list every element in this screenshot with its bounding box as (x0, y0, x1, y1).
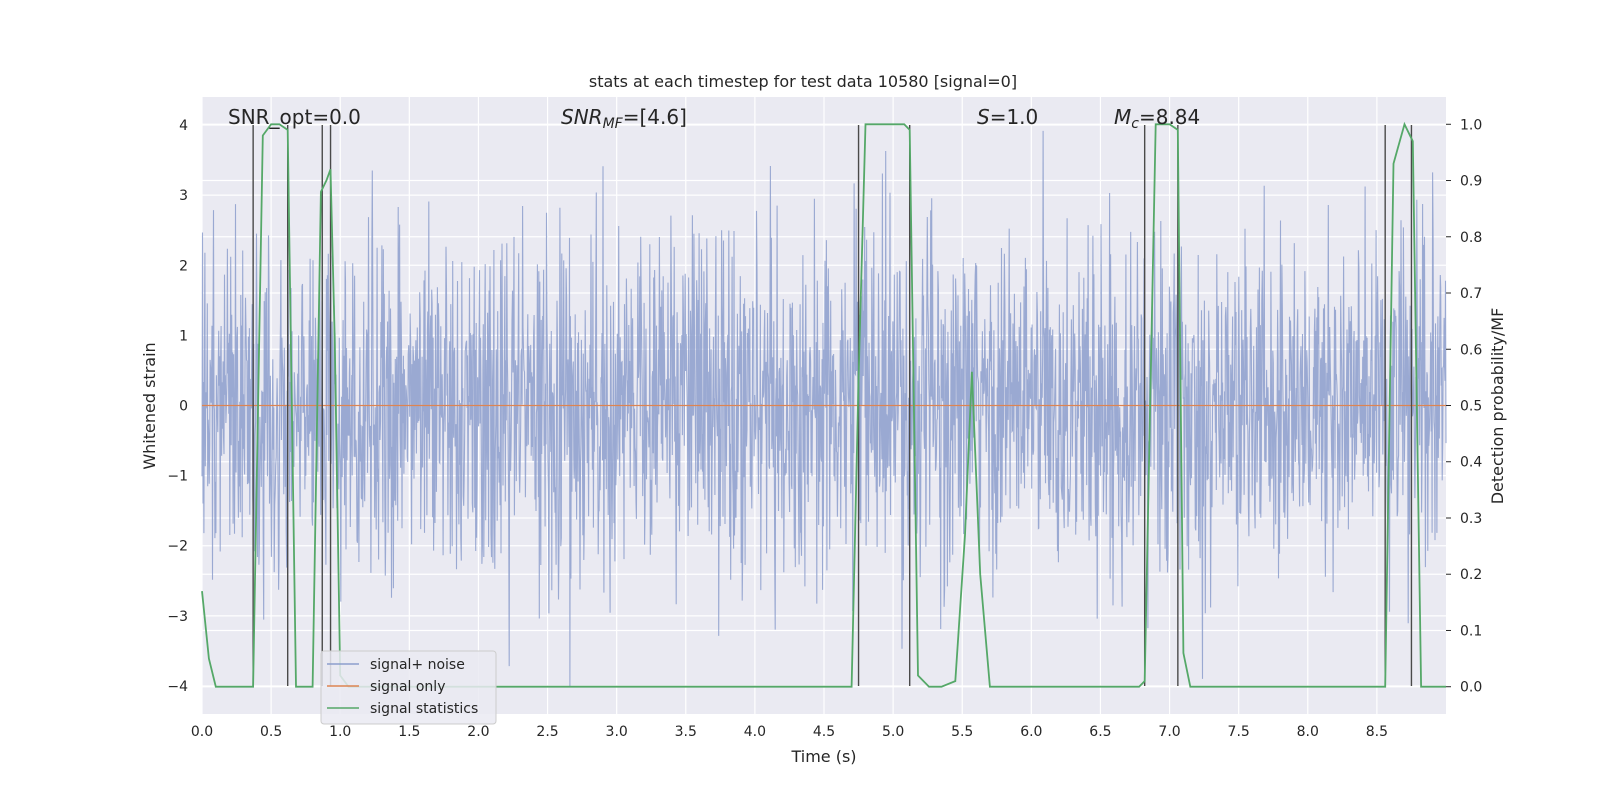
x-tick-label: 2.5 (536, 724, 558, 740)
x-tick-label: 4.5 (813, 724, 835, 740)
y2-tick-label: 0.2 (1460, 567, 1482, 583)
y-axis-ticks: 4 3 2 1 0 −1 −2 −3 −4 (167, 118, 188, 695)
x-tick-label: 3.0 (606, 724, 628, 740)
signal-noise-series (201, 130, 1447, 687)
y-tick-label: −3 (167, 609, 188, 625)
y2-tick-label: 0.4 (1460, 455, 1482, 471)
chart-title: stats at each timestep for test data 105… (589, 72, 1017, 91)
annotation-mc-value: =8.84 (1139, 105, 1200, 129)
x-tick-label: 1.5 (398, 724, 420, 740)
annotation-snr-mf-symbol: SNR (561, 105, 603, 129)
annotation-s: S=1.0 (977, 105, 1038, 129)
y-tick-label: 0 (179, 399, 188, 415)
x-tick-label: 0.0 (191, 724, 213, 740)
signal-statistics-series (201, 121, 1446, 688)
y-axis-label: Whitened strain (140, 342, 159, 469)
x-tick-label: 8.5 (1366, 724, 1388, 740)
signal-statistics-line (201, 121, 1446, 688)
x-tick-label: 8.0 (1297, 724, 1319, 740)
x-tick-label: 5.0 (882, 724, 904, 740)
y2-tick-label: 0.3 (1460, 511, 1482, 527)
x-tick-label: 2.0 (467, 724, 489, 740)
x-tick-label: 7.5 (1228, 724, 1250, 740)
x-tick-label: 6.0 (1020, 724, 1042, 740)
x-tick-label: 0.5 (260, 724, 282, 740)
x-tick-label: 3.5 (675, 724, 697, 740)
legend-label-signal-noise: signal+ noise (370, 657, 465, 673)
annotation-snr-mf-subscript: MF (603, 116, 624, 132)
y-tick-label: −1 (167, 469, 188, 485)
y-tick-label: −2 (167, 539, 188, 555)
legend-label-signal-only: signal only (370, 679, 445, 695)
x-tick-label: 6.5 (1089, 724, 1111, 740)
x-tick-label: 5.5 (951, 724, 973, 740)
annotation-snr-mf-value: =[4.6] (623, 105, 687, 129)
annotation-mc-symbol: M (1114, 105, 1131, 129)
y-tick-label: 3 (179, 188, 188, 204)
y2-tick-label: 1.0 (1460, 117, 1482, 133)
y2-tick-label: 0.5 (1460, 399, 1482, 415)
y2-tick-label: 0.7 (1460, 286, 1482, 302)
legend: signal+ noise signal only signal statist… (320, 650, 497, 725)
y2-tick-label: 0.6 (1460, 342, 1482, 358)
annotation-mc: Mc=8.84 (1114, 105, 1200, 132)
x-tick-label: 7.0 (1158, 724, 1180, 740)
signal-noise-line (201, 130, 1447, 687)
legend-box (320, 650, 497, 725)
y2-axis-label: Detection probability/MF (1488, 308, 1507, 505)
annotation-snr-mf: SNRMF=[4.6] (561, 105, 687, 132)
y-tick-label: −4 (167, 679, 188, 695)
x-tick-label: 4.0 (744, 724, 766, 740)
annotation-mc-subscript: c (1131, 116, 1139, 132)
x-axis-label: Time (s) (790, 747, 856, 766)
annotation-s-value: =1.0 (990, 105, 1039, 129)
annotation-s-symbol: S (977, 105, 990, 129)
x-tick-label: 1.0 (329, 724, 351, 740)
y2-tick-label: 0.1 (1460, 623, 1482, 639)
legend-label-signal-statistics: signal statistics (370, 701, 478, 717)
y-tick-label: 4 (179, 118, 188, 134)
y-tick-label: 2 (179, 258, 188, 274)
y2-axis-ticks: 1.0 0.9 0.8 0.7 0.6 0.5 0.4 0.3 0.2 0.1 0.0 (1446, 117, 1482, 696)
y2-tick-label: 0.9 (1460, 174, 1482, 190)
x-axis-ticks: 0.0 0.5 1.0 1.5 2.0 2.5 3.0 3.5 4.0 4.5 5.0 5.5 6.0 6… (191, 724, 1388, 740)
y2-tick-label: 0.0 (1460, 680, 1482, 696)
y2-tick-label: 0.8 (1460, 230, 1482, 246)
annotation-snr-opt: SNR_opt=0.0 (228, 105, 361, 129)
y-tick-label: 1 (179, 328, 188, 344)
